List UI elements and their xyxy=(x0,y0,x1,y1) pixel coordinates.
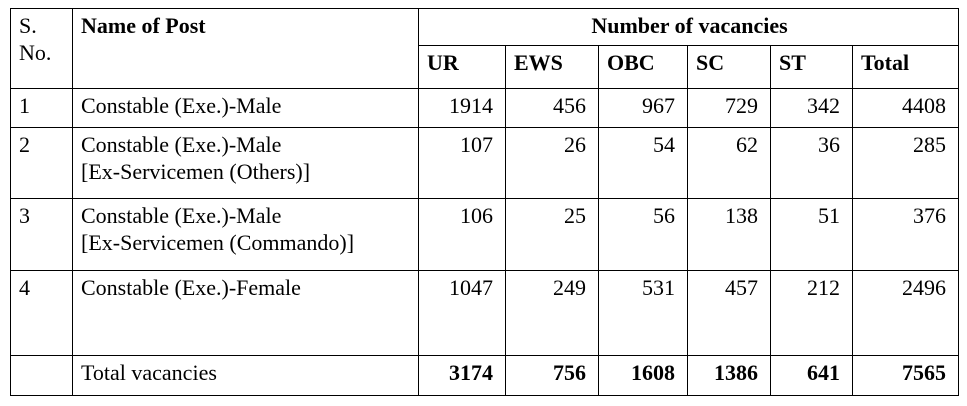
value-cell: 1047 xyxy=(418,270,506,356)
name-cell: Constable (Exe.)-Female xyxy=(72,270,419,356)
value-cell: 342 xyxy=(770,88,853,128)
table-row: 4 Constable (Exe.)-Female 1047 249 531 457 212… xyxy=(10,270,960,356)
total-value: 1386 xyxy=(687,355,771,396)
column-header: EWS xyxy=(505,45,599,89)
value-cell: 531 xyxy=(598,270,688,356)
vacancy-table: S. No. Name of Post Number of vacancies … xyxy=(10,8,960,396)
value-cell: 51 xyxy=(770,198,853,271)
empty-cell xyxy=(10,355,73,396)
value-cell: 107 xyxy=(418,127,506,199)
name-line: [Ex-Servicemen (Others)] xyxy=(81,159,311,184)
value-cell: 457 xyxy=(687,270,771,356)
value-cell: 967 xyxy=(598,88,688,128)
sno-cell: 4 xyxy=(10,270,73,356)
value-cell: 4408 xyxy=(851,88,960,128)
name-line: Constable (Exe.)-Male xyxy=(81,132,282,157)
total-value: 641 xyxy=(770,355,853,396)
total-value: 7565 xyxy=(851,355,960,396)
column-header: ST xyxy=(770,45,853,89)
name-cell: Constable (Exe.)-Male [Ex-Servicemen (Oth… xyxy=(72,127,419,199)
column-header: UR xyxy=(418,45,506,89)
sno-cell: 3 xyxy=(10,198,73,271)
value-cell: 729 xyxy=(687,88,771,128)
sno-cell: 1 xyxy=(10,88,73,128)
value-cell: 285 xyxy=(851,127,960,199)
sno-header: S. No. xyxy=(10,8,73,89)
column-header: OBC xyxy=(598,45,688,89)
table-row: 1 Constable (Exe.)-Male 1914 456 967 729 342 44… xyxy=(10,88,960,128)
column-header: Total xyxy=(851,45,960,89)
value-cell: 25 xyxy=(505,198,599,271)
name-line: Constable (Exe.)-Female xyxy=(81,275,301,300)
value-cell: 56 xyxy=(598,198,688,271)
name-cell: Constable (Exe.)-Male [Ex-Servicemen (Com… xyxy=(72,198,419,271)
column-header: SC xyxy=(687,45,771,89)
table-row: 2 Constable (Exe.)-Male [Ex-Servicemen (Ot… xyxy=(10,127,960,199)
total-value: 756 xyxy=(505,355,599,396)
value-cell: 2496 xyxy=(851,270,960,356)
value-cell: 456 xyxy=(505,88,599,128)
name-cell: Constable (Exe.)-Male xyxy=(72,88,419,128)
name-header: Name of Post xyxy=(72,8,419,89)
total-row: Total vacancies 3174 756 1608 1386 641 7565 xyxy=(10,355,960,396)
value-cell: 212 xyxy=(770,270,853,356)
table-body: 1 Constable (Exe.)-Male 1914 456 967 729 342 44… xyxy=(10,88,960,396)
value-cell: 376 xyxy=(851,198,960,271)
table-row: 3 Constable (Exe.)-Male [Ex-Servicemen (Co… xyxy=(10,198,960,271)
total-label: Total vacancies xyxy=(72,355,419,396)
total-value: 1608 xyxy=(598,355,688,396)
total-value: 3174 xyxy=(418,355,506,396)
value-cell: 62 xyxy=(687,127,771,199)
name-line: Constable (Exe.)-Male xyxy=(81,93,282,118)
name-line: [Ex-Servicemen (Commando)] xyxy=(81,230,355,255)
value-cell: 26 xyxy=(505,127,599,199)
value-cell: 1914 xyxy=(418,88,506,128)
value-cell: 54 xyxy=(598,127,688,199)
sno-cell: 2 xyxy=(10,127,73,199)
name-line: Constable (Exe.)-Male xyxy=(81,203,282,228)
group-header: Number of vacancies xyxy=(417,8,960,46)
value-cell: 36 xyxy=(770,127,853,199)
value-cell: 138 xyxy=(687,198,771,271)
value-cell: 106 xyxy=(418,198,506,271)
value-cell: 249 xyxy=(505,270,599,356)
table-header: S. No. Name of Post Number of vacancies … xyxy=(10,8,960,89)
